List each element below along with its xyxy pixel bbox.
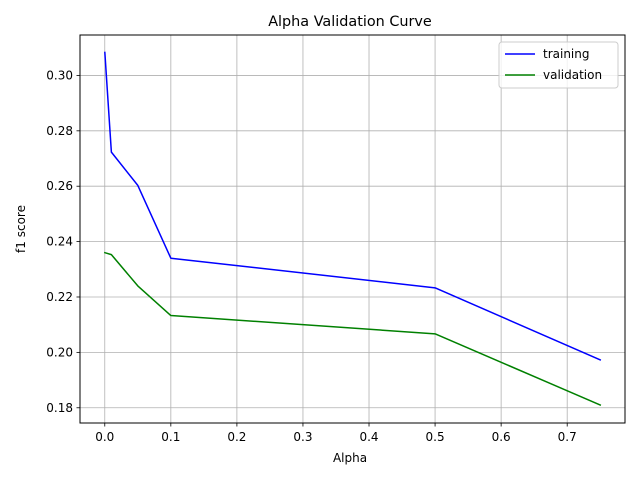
x-tick-label: 0.7 [558,430,577,444]
legend-label-training: training [543,47,590,61]
x-tick-label: 0.4 [359,430,378,444]
y-axis-label: f1 score [14,205,28,253]
y-tick-label: 0.28 [46,124,73,138]
y-tick-label: 0.24 [46,235,73,249]
plot-frame [79,34,626,424]
x-tick-label: 0.1 [161,430,180,444]
x-tick-label: 0.3 [293,430,312,444]
y-tick-label: 0.20 [46,345,73,359]
y-tick-label: 0.30 [46,68,73,82]
x-axis-label: Alpha [333,451,367,465]
series-layer [103,51,602,406]
y-tick-label: 0.26 [46,179,73,193]
legend-label-validation: validation [543,68,602,82]
x-axis-ticks: 0.0 0.1 0.2 0.3 0.4 0.5 0.6 0.7 [95,423,577,444]
y-tick-label: 0.22 [46,290,73,304]
x-tick-label: 0.5 [426,430,445,444]
series-line-training [104,51,602,361]
x-tick-label: 0.0 [95,430,114,444]
legend: training validation [498,41,619,89]
chart-title: Alpha Validation Curve [268,14,432,30]
series-line-validation [103,251,602,406]
y-tick-label: 0.18 [46,401,73,415]
x-tick-label: 0.6 [492,430,511,444]
y-axis-ticks: 0.18 0.20 0.22 0.24 0.26 0.28 0.30 [46,68,80,415]
grid [80,35,625,423]
x-tick-label: 0.2 [227,430,246,444]
